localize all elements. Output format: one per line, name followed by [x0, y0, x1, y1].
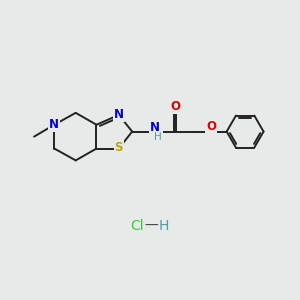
Text: O: O: [206, 120, 216, 133]
Text: O: O: [171, 100, 181, 113]
Text: S: S: [115, 141, 123, 154]
Text: N: N: [49, 118, 59, 131]
Text: Cl: Cl: [130, 219, 143, 233]
Text: N: N: [114, 108, 124, 122]
Text: —: —: [145, 219, 158, 233]
Text: H: H: [158, 219, 169, 233]
Text: H: H: [154, 132, 162, 142]
Text: N: N: [149, 121, 160, 134]
